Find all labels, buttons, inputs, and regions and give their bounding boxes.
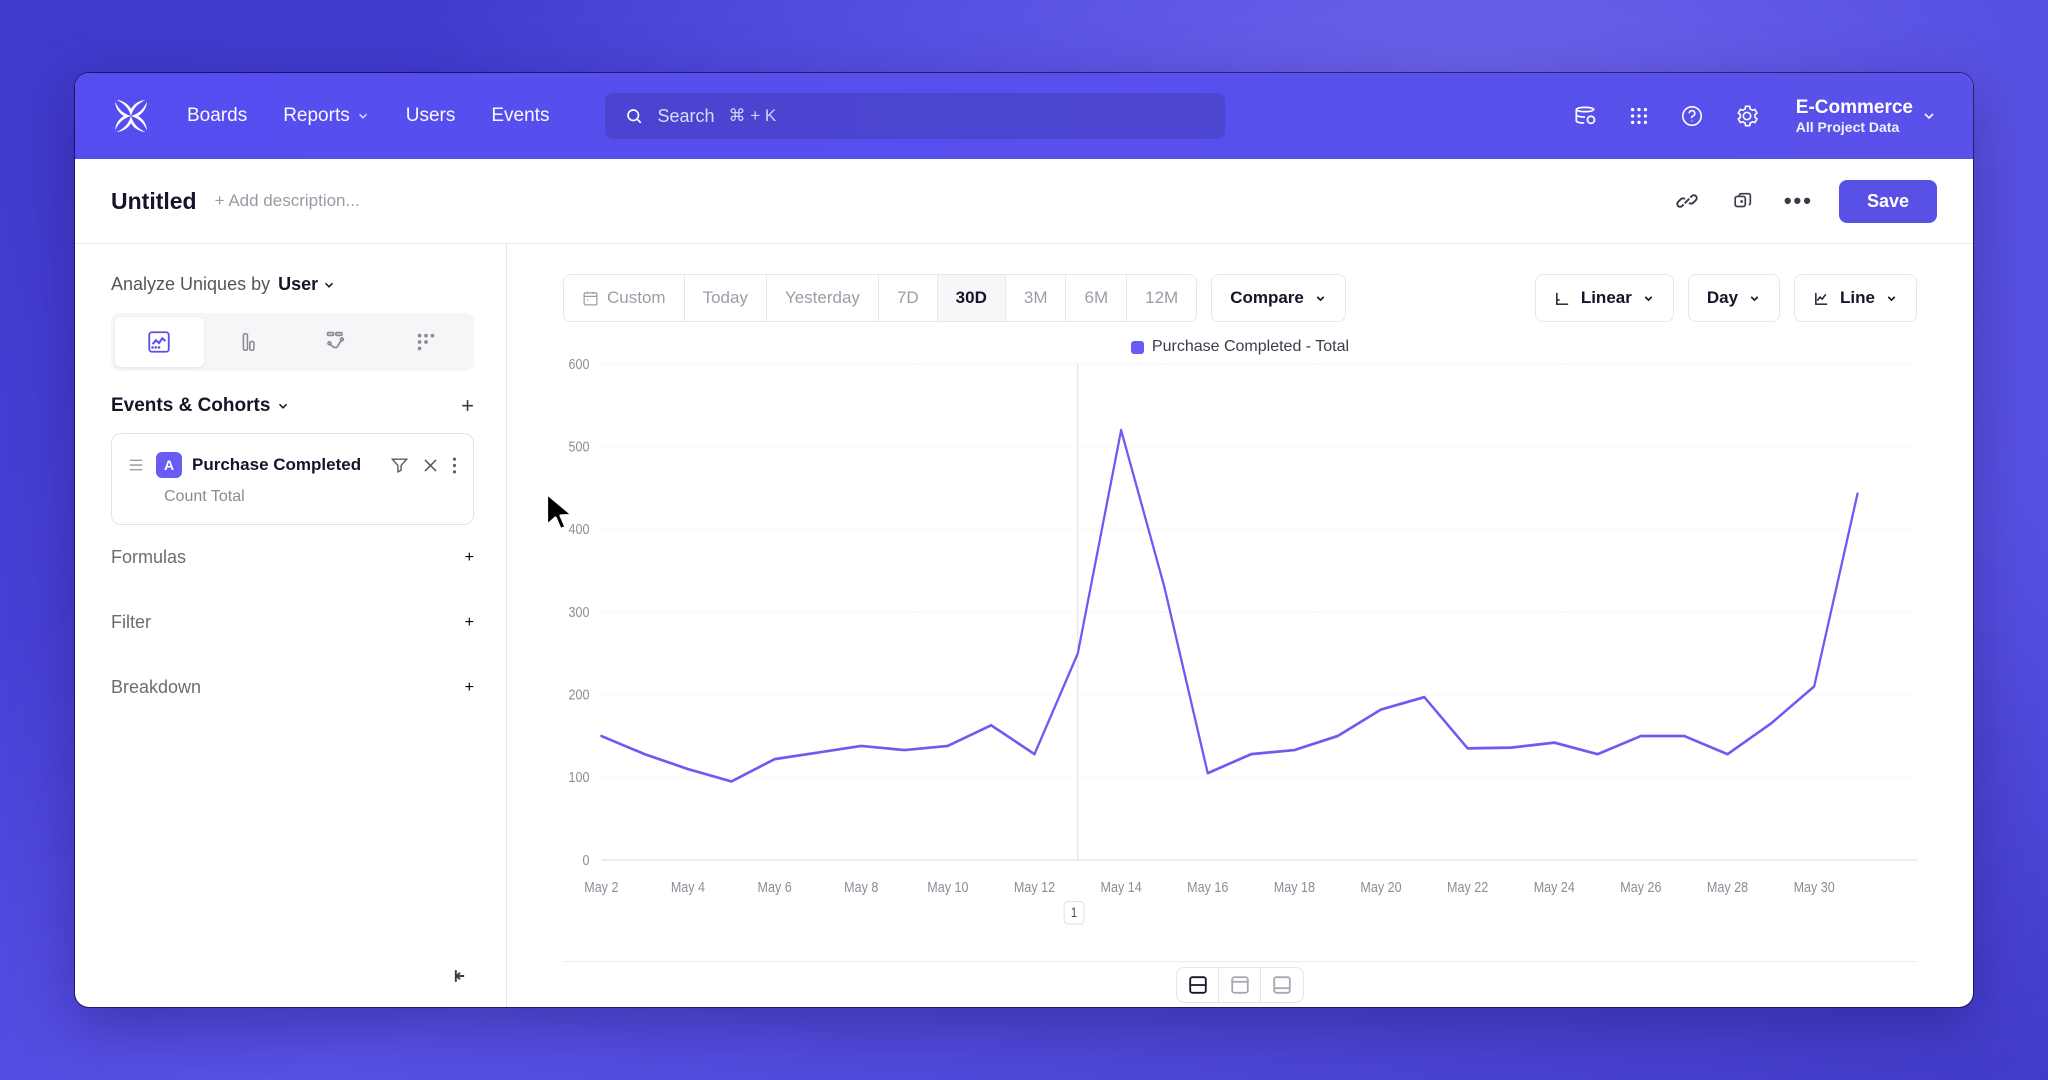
svg-text:200: 200: [568, 685, 589, 702]
svg-text:May 24: May 24: [1534, 878, 1575, 895]
svg-text:300: 300: [568, 603, 589, 620]
svg-text:600: 600: [568, 355, 589, 372]
svg-text:May 14: May 14: [1101, 878, 1142, 895]
svg-text:May 2: May 2: [584, 878, 618, 895]
svg-text:May 20: May 20: [1360, 878, 1401, 895]
svg-text:400: 400: [568, 520, 589, 537]
svg-text:100: 100: [568, 768, 589, 785]
svg-text:May 4: May 4: [671, 878, 705, 895]
svg-text:May 8: May 8: [844, 878, 878, 895]
svg-text:May 10: May 10: [927, 878, 968, 895]
svg-text:1: 1: [1071, 905, 1077, 920]
svg-text:500: 500: [568, 437, 589, 454]
svg-text:May 30: May 30: [1794, 878, 1835, 895]
svg-text:May 18: May 18: [1274, 878, 1315, 895]
svg-text:May 16: May 16: [1187, 878, 1228, 895]
svg-text:May 28: May 28: [1707, 878, 1748, 895]
svg-text:May 6: May 6: [758, 878, 792, 895]
svg-text:May 22: May 22: [1447, 878, 1488, 895]
svg-text:May 26: May 26: [1620, 878, 1661, 895]
svg-text:May 12: May 12: [1014, 878, 1055, 895]
svg-text:0: 0: [582, 851, 589, 868]
